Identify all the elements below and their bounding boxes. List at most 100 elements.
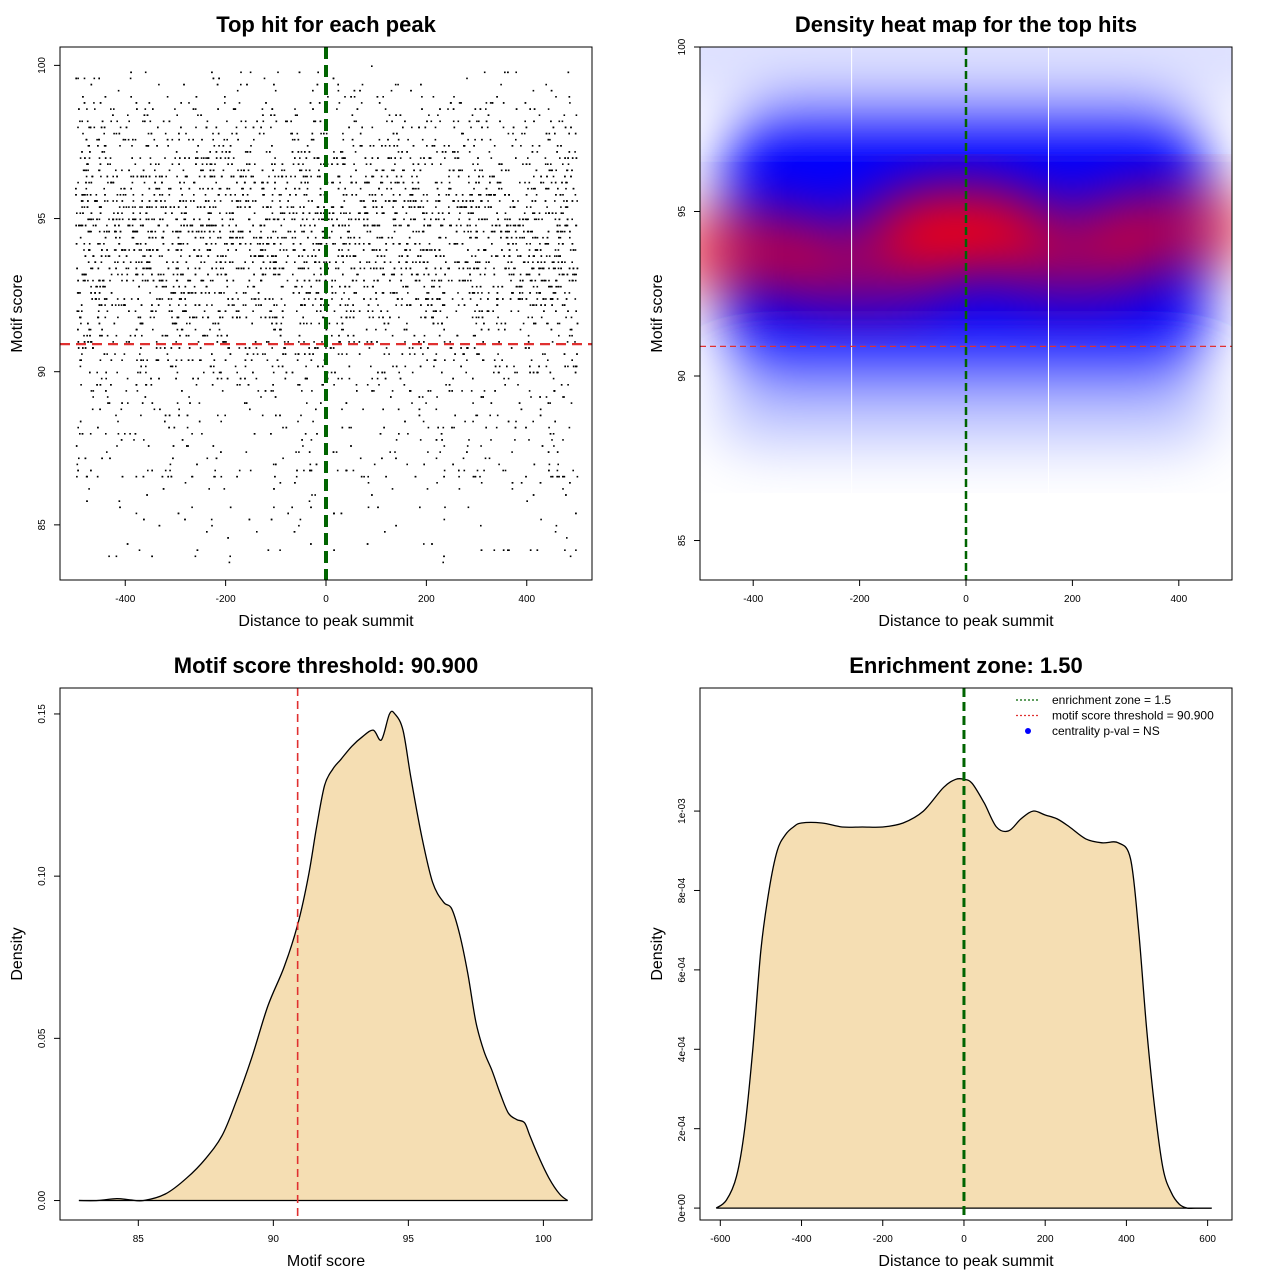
scatter-point [414,475,417,478]
scatter-point [342,243,344,245]
scatter-point [157,304,160,306]
scatter-point [453,200,455,202]
scatter-point [159,218,161,221]
scatter-point [310,469,313,472]
scatter-point [554,132,556,135]
scatter-point [233,304,235,306]
scatter-point [560,384,563,386]
scatter-point [283,169,286,172]
scatter-point [96,384,98,386]
scatter-point [486,126,489,129]
scatter-point [173,206,175,208]
scatter-point [443,555,445,558]
scatter-point [566,169,568,172]
scatter-point [130,187,132,190]
scatter-point [98,169,101,172]
scatter-point [483,390,486,392]
scatter-point [415,187,417,190]
scatter-point [168,310,171,312]
scatter-point [398,243,400,245]
scatter-point [193,194,195,196]
scatter-point [549,433,552,435]
scatter-point [397,408,400,411]
scatter-point [312,108,314,110]
scatter-point [90,469,92,472]
scatter-point [551,298,554,300]
scatter-point [143,518,145,521]
scatter-point [235,126,238,129]
scatter-point [206,304,208,306]
scatter-point [206,120,209,123]
scatter-point [571,218,573,221]
scatter-point [236,371,238,374]
scatter-point [115,218,118,221]
scatter-point [211,304,213,306]
scatter-point [568,279,571,282]
scatter-point [310,322,312,325]
scatter-point [359,261,361,263]
scatter-point [486,218,488,221]
scatter-point [517,310,520,312]
scatter-point [415,273,418,276]
scatter-point [220,255,222,257]
scatter-point [197,255,200,257]
scatter-point [99,102,102,104]
scatter-point [291,506,293,509]
scatter-point [345,194,348,196]
scatter-point [270,206,272,208]
scatter-point [387,236,390,239]
scatter-point [161,279,164,282]
scatter-point [280,298,283,300]
scatter-point [528,273,531,276]
scatter-point [371,310,374,312]
scatter-point [467,506,470,509]
scatter-point [284,353,287,355]
scatter-point [357,212,360,214]
scatter-point [80,224,83,227]
scatter-point [310,285,312,288]
scatter-point [129,334,132,337]
scatter-point [209,151,211,153]
scatter-point [487,328,490,331]
scatter-point [336,469,339,472]
scatter-point [466,359,468,361]
scatter-point [275,255,277,257]
scatter-point [349,316,351,319]
scatter-point [532,89,535,92]
scatter-point [550,169,552,172]
scatter-point [481,316,484,319]
scatter-point [172,273,175,276]
scatter-point [498,200,501,202]
scatter-point [411,194,414,196]
scatter-point [550,475,552,478]
scatter-point [458,279,461,282]
scatter-points [75,65,579,564]
scatter-point [355,181,357,184]
scatter-point [207,224,210,227]
scatter-point [476,236,478,239]
scatter-point [373,279,375,282]
scatter-point [232,157,235,159]
scatter-point [367,475,369,478]
scatter-point [263,194,265,196]
scatter-point [427,298,430,300]
scatter-point [235,292,238,294]
scatter-point [512,126,515,129]
scatter-point [252,310,254,312]
scatter-point [211,524,213,527]
scatter-point [172,292,174,294]
scatter-point [216,273,219,276]
scatter-point [363,243,365,245]
scatter-point [524,181,526,184]
scatter-point [273,328,275,331]
scatter-point [331,285,333,288]
scatter-point [286,206,289,208]
scatter-point [139,353,141,355]
scatter-point [439,255,442,257]
scatter-point [507,549,509,551]
scatter-point [244,120,247,123]
scatter-point [89,334,91,337]
scatter-point [396,292,398,294]
scatter-point [400,175,403,178]
scatter-point [146,267,149,270]
